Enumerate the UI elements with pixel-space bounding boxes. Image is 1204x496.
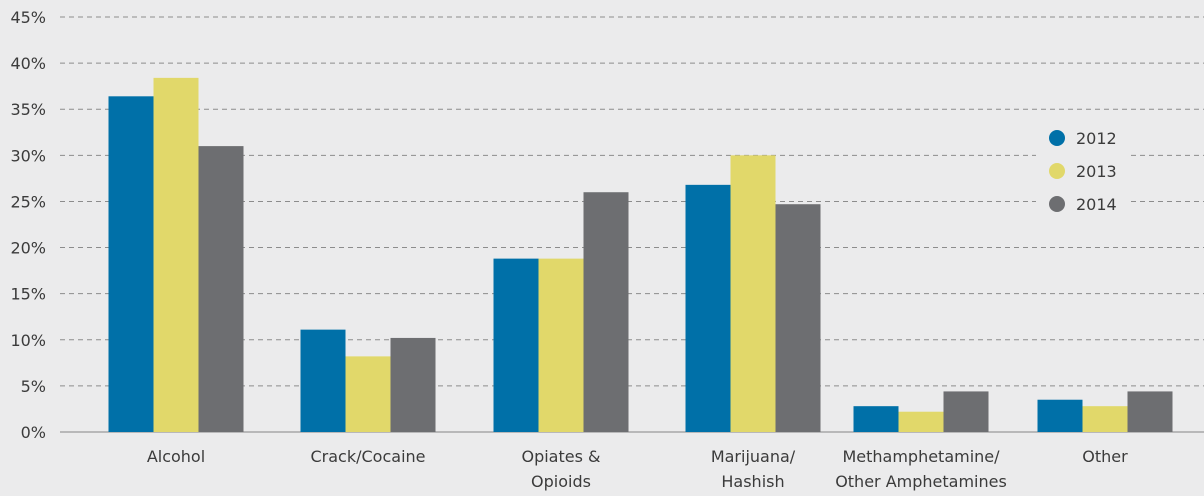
y-axis-ticks: 0% 5% 10% 15% 20% 25% 30% 35% 40% 45% bbox=[10, 8, 46, 442]
x-tick-label: Other Amphetamines bbox=[835, 472, 1007, 491]
y-tick-label: 40% bbox=[10, 54, 46, 73]
y-tick-label: 20% bbox=[10, 239, 46, 258]
x-tick-label: Crack/Cocaine bbox=[311, 447, 426, 466]
legend-swatch bbox=[1049, 196, 1065, 212]
bar bbox=[345, 356, 391, 432]
legend-label: 2012 bbox=[1076, 129, 1117, 148]
y-tick-label: 25% bbox=[10, 192, 46, 211]
y-tick-label: 30% bbox=[10, 146, 46, 165]
bar bbox=[108, 96, 154, 433]
y-tick-label: 10% bbox=[10, 331, 46, 350]
bar bbox=[198, 146, 244, 432]
bar bbox=[153, 77, 199, 432]
y-tick-label: 35% bbox=[10, 100, 46, 119]
bars bbox=[108, 77, 1173, 433]
gridlines bbox=[60, 16, 1204, 433]
bar bbox=[538, 258, 584, 432]
bar bbox=[1082, 406, 1128, 432]
bar bbox=[583, 192, 629, 432]
bar bbox=[1127, 391, 1173, 432]
x-tick-label: Alcohol bbox=[147, 447, 205, 466]
bar bbox=[390, 337, 436, 432]
bar bbox=[300, 329, 346, 432]
y-tick-label: 15% bbox=[10, 285, 46, 304]
bar bbox=[1037, 399, 1083, 432]
x-tick-label: Opioids bbox=[531, 472, 591, 491]
x-tick-label: Marijuana/ bbox=[711, 447, 796, 466]
bar bbox=[493, 258, 539, 432]
bar bbox=[775, 204, 821, 432]
legend: 2012 2013 2014 bbox=[1036, 122, 1128, 218]
y-tick-label: 5% bbox=[21, 377, 46, 396]
bar bbox=[853, 406, 899, 432]
y-tick-label: 0% bbox=[21, 423, 46, 442]
legend-swatch bbox=[1049, 163, 1065, 179]
x-axis-labels: Alcohol Crack/Cocaine Opiates & Opioids Mari… bbox=[147, 447, 1128, 491]
bar bbox=[730, 155, 776, 433]
x-tick-label: Hashish bbox=[721, 472, 784, 491]
bar bbox=[943, 391, 989, 432]
x-tick-label: Methamphetamine/ bbox=[842, 447, 1000, 466]
legend-label: 2013 bbox=[1076, 162, 1117, 181]
y-tick-label: 45% bbox=[10, 8, 46, 27]
x-tick-label: Opiates & bbox=[521, 447, 600, 466]
bar bbox=[898, 411, 944, 432]
legend-label: 2014 bbox=[1076, 195, 1117, 214]
legend-swatch bbox=[1049, 130, 1065, 146]
x-tick-label: Other bbox=[1082, 447, 1128, 466]
bar bbox=[685, 184, 731, 432]
